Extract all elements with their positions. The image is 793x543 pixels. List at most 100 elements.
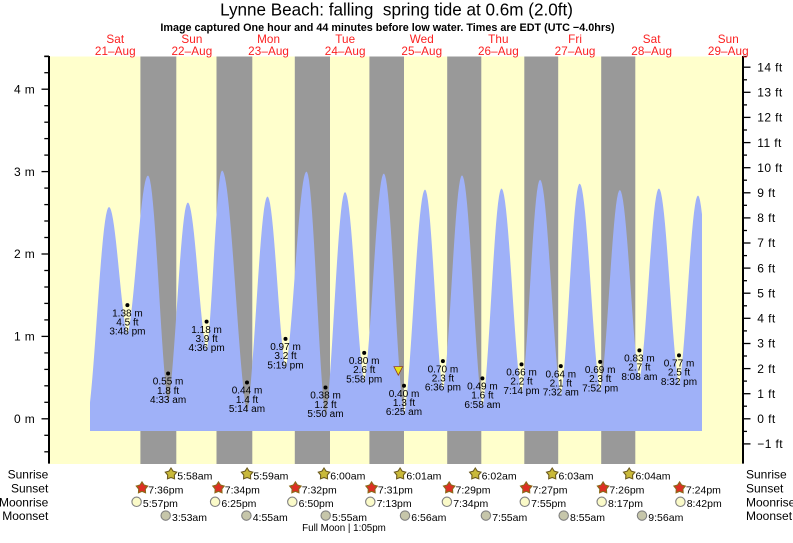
svg-text:8:08 am: 8:08 am: [621, 372, 657, 383]
svg-text:Sat: Sat: [643, 33, 661, 46]
svg-text:3.2 ft: 3.2 ft: [274, 351, 296, 362]
svg-text:23–Aug: 23–Aug: [248, 45, 289, 58]
svg-text:28–Aug: 28–Aug: [631, 45, 672, 58]
svg-text:4:33 am: 4:33 am: [150, 395, 186, 406]
svg-text:1.3 ft: 1.3 ft: [393, 398, 415, 409]
svg-text:3:53am: 3:53am: [172, 512, 207, 524]
svg-text:Image captured One hour and 44: Image captured One hour and 44 minutes b…: [160, 22, 615, 34]
svg-text:11 ft: 11 ft: [757, 136, 782, 150]
svg-text:Sunset: Sunset: [11, 481, 49, 495]
svg-text:Thu: Thu: [488, 33, 508, 46]
svg-text:2.1 ft: 2.1 ft: [550, 378, 572, 389]
svg-text:9:56am: 9:56am: [648, 512, 683, 524]
svg-text:7:31pm: 7:31pm: [378, 484, 413, 496]
svg-text:0 ft: 0 ft: [757, 412, 776, 426]
svg-text:Sunrise: Sunrise: [8, 468, 49, 482]
svg-text:2.3 ft: 2.3 ft: [432, 373, 454, 384]
svg-text:Wed: Wed: [410, 33, 434, 46]
svg-text:12 ft: 12 ft: [757, 111, 783, 125]
svg-text:27–Aug: 27–Aug: [555, 45, 596, 58]
svg-text:8:32 pm: 8:32 pm: [661, 377, 697, 388]
svg-text:7:34pm: 7:34pm: [453, 498, 488, 510]
svg-text:4:55am: 4:55am: [253, 512, 288, 524]
svg-text:8 ft: 8 ft: [757, 211, 776, 225]
svg-text:5:55am: 5:55am: [332, 512, 367, 524]
svg-text:Moonrise: Moonrise: [0, 495, 49, 509]
svg-text:0.38 m: 0.38 m: [310, 391, 341, 402]
svg-text:−1 ft: −1 ft: [757, 437, 783, 451]
svg-text:0.70 m: 0.70 m: [428, 364, 459, 375]
svg-text:Lynne Beach: falling spring t: Lynne Beach: falling spring tide at 0.6m…: [220, 0, 573, 19]
svg-text:Full Moon | 1:05pm: Full Moon | 1:05pm: [302, 523, 386, 534]
svg-text:5:59am: 5:59am: [253, 470, 288, 482]
svg-text:0 m: 0 m: [14, 412, 35, 426]
svg-text:7:52 pm: 7:52 pm: [582, 383, 618, 394]
svg-text:7:24pm: 7:24pm: [686, 484, 721, 496]
svg-text:6:50pm: 6:50pm: [299, 498, 334, 510]
svg-text:26–Aug: 26–Aug: [478, 45, 519, 58]
svg-text:2.5 ft: 2.5 ft: [668, 368, 690, 379]
svg-text:Moonrise: Moonrise: [746, 495, 793, 509]
svg-text:6:58 am: 6:58 am: [464, 400, 500, 411]
svg-text:4:36 pm: 4:36 pm: [189, 343, 225, 354]
svg-text:6:04am: 6:04am: [636, 470, 671, 482]
svg-text:Sunset: Sunset: [746, 481, 784, 495]
svg-text:Tue: Tue: [335, 33, 355, 46]
svg-text:8:17pm: 8:17pm: [608, 498, 643, 510]
svg-text:2.7 ft: 2.7 ft: [628, 363, 650, 374]
svg-text:3.9 ft: 3.9 ft: [195, 334, 217, 345]
svg-text:2.2 ft: 2.2 ft: [510, 377, 532, 388]
svg-text:7:13pm: 7:13pm: [377, 498, 412, 510]
svg-text:1.38 m: 1.38 m: [112, 308, 143, 319]
svg-text:10 ft: 10 ft: [757, 161, 783, 175]
svg-text:1.6 ft: 1.6 ft: [471, 391, 493, 402]
svg-text:21–Aug: 21–Aug: [95, 45, 136, 58]
svg-text:Moonset: Moonset: [746, 509, 793, 523]
svg-text:Sun: Sun: [181, 33, 202, 46]
svg-text:1.2 ft: 1.2 ft: [314, 400, 336, 411]
svg-text:7:14 pm: 7:14 pm: [503, 386, 539, 397]
svg-text:Mon: Mon: [257, 33, 280, 46]
svg-text:7:26pm: 7:26pm: [609, 484, 644, 496]
svg-text:8:55am: 8:55am: [570, 512, 605, 524]
svg-text:5:14 am: 5:14 am: [229, 404, 265, 415]
svg-text:1.18 m: 1.18 m: [191, 325, 222, 336]
svg-text:7 ft: 7 ft: [757, 236, 776, 250]
svg-text:5:58am: 5:58am: [177, 470, 212, 482]
svg-text:6:56am: 6:56am: [411, 512, 446, 524]
svg-text:Sunrise: Sunrise: [746, 468, 787, 482]
svg-text:3 m: 3 m: [14, 165, 35, 179]
svg-text:5 ft: 5 ft: [757, 286, 776, 300]
svg-text:22–Aug: 22–Aug: [171, 45, 212, 58]
svg-text:6:03am: 6:03am: [559, 470, 594, 482]
svg-text:6:02am: 6:02am: [482, 470, 517, 482]
svg-text:0.69 m: 0.69 m: [585, 365, 616, 376]
svg-text:1 m: 1 m: [14, 330, 35, 344]
svg-text:2.3 ft: 2.3 ft: [589, 374, 611, 385]
svg-text:3:48 pm: 3:48 pm: [109, 327, 145, 338]
svg-text:7:27pm: 7:27pm: [533, 484, 568, 496]
svg-text:2 ft: 2 ft: [757, 362, 776, 376]
svg-text:Moonset: Moonset: [2, 509, 49, 523]
svg-text:7:32 am: 7:32 am: [543, 388, 579, 399]
svg-text:0.66 m: 0.66 m: [506, 368, 537, 379]
svg-text:Sun: Sun: [718, 33, 739, 46]
svg-text:2 m: 2 m: [14, 247, 35, 261]
svg-text:2.6 ft: 2.6 ft: [353, 365, 375, 376]
svg-text:29–Aug: 29–Aug: [708, 45, 749, 58]
svg-text:7:36pm: 7:36pm: [148, 484, 183, 496]
svg-text:5:50 am: 5:50 am: [307, 409, 343, 420]
svg-text:1.4 ft: 1.4 ft: [236, 395, 258, 406]
svg-text:4.5 ft: 4.5 ft: [116, 317, 138, 328]
svg-text:13 ft: 13 ft: [757, 86, 783, 100]
svg-text:4 m: 4 m: [14, 82, 35, 96]
svg-text:1 ft: 1 ft: [757, 387, 776, 401]
svg-text:25–Aug: 25–Aug: [401, 45, 442, 58]
svg-text:1.8 ft: 1.8 ft: [157, 386, 179, 397]
svg-text:0.83 m: 0.83 m: [624, 354, 655, 365]
svg-text:0.44 m: 0.44 m: [232, 386, 263, 397]
svg-text:0.55 m: 0.55 m: [153, 377, 184, 388]
svg-text:6 ft: 6 ft: [757, 261, 776, 275]
svg-text:7:55pm: 7:55pm: [531, 498, 566, 510]
svg-text:7:34pm: 7:34pm: [225, 484, 260, 496]
